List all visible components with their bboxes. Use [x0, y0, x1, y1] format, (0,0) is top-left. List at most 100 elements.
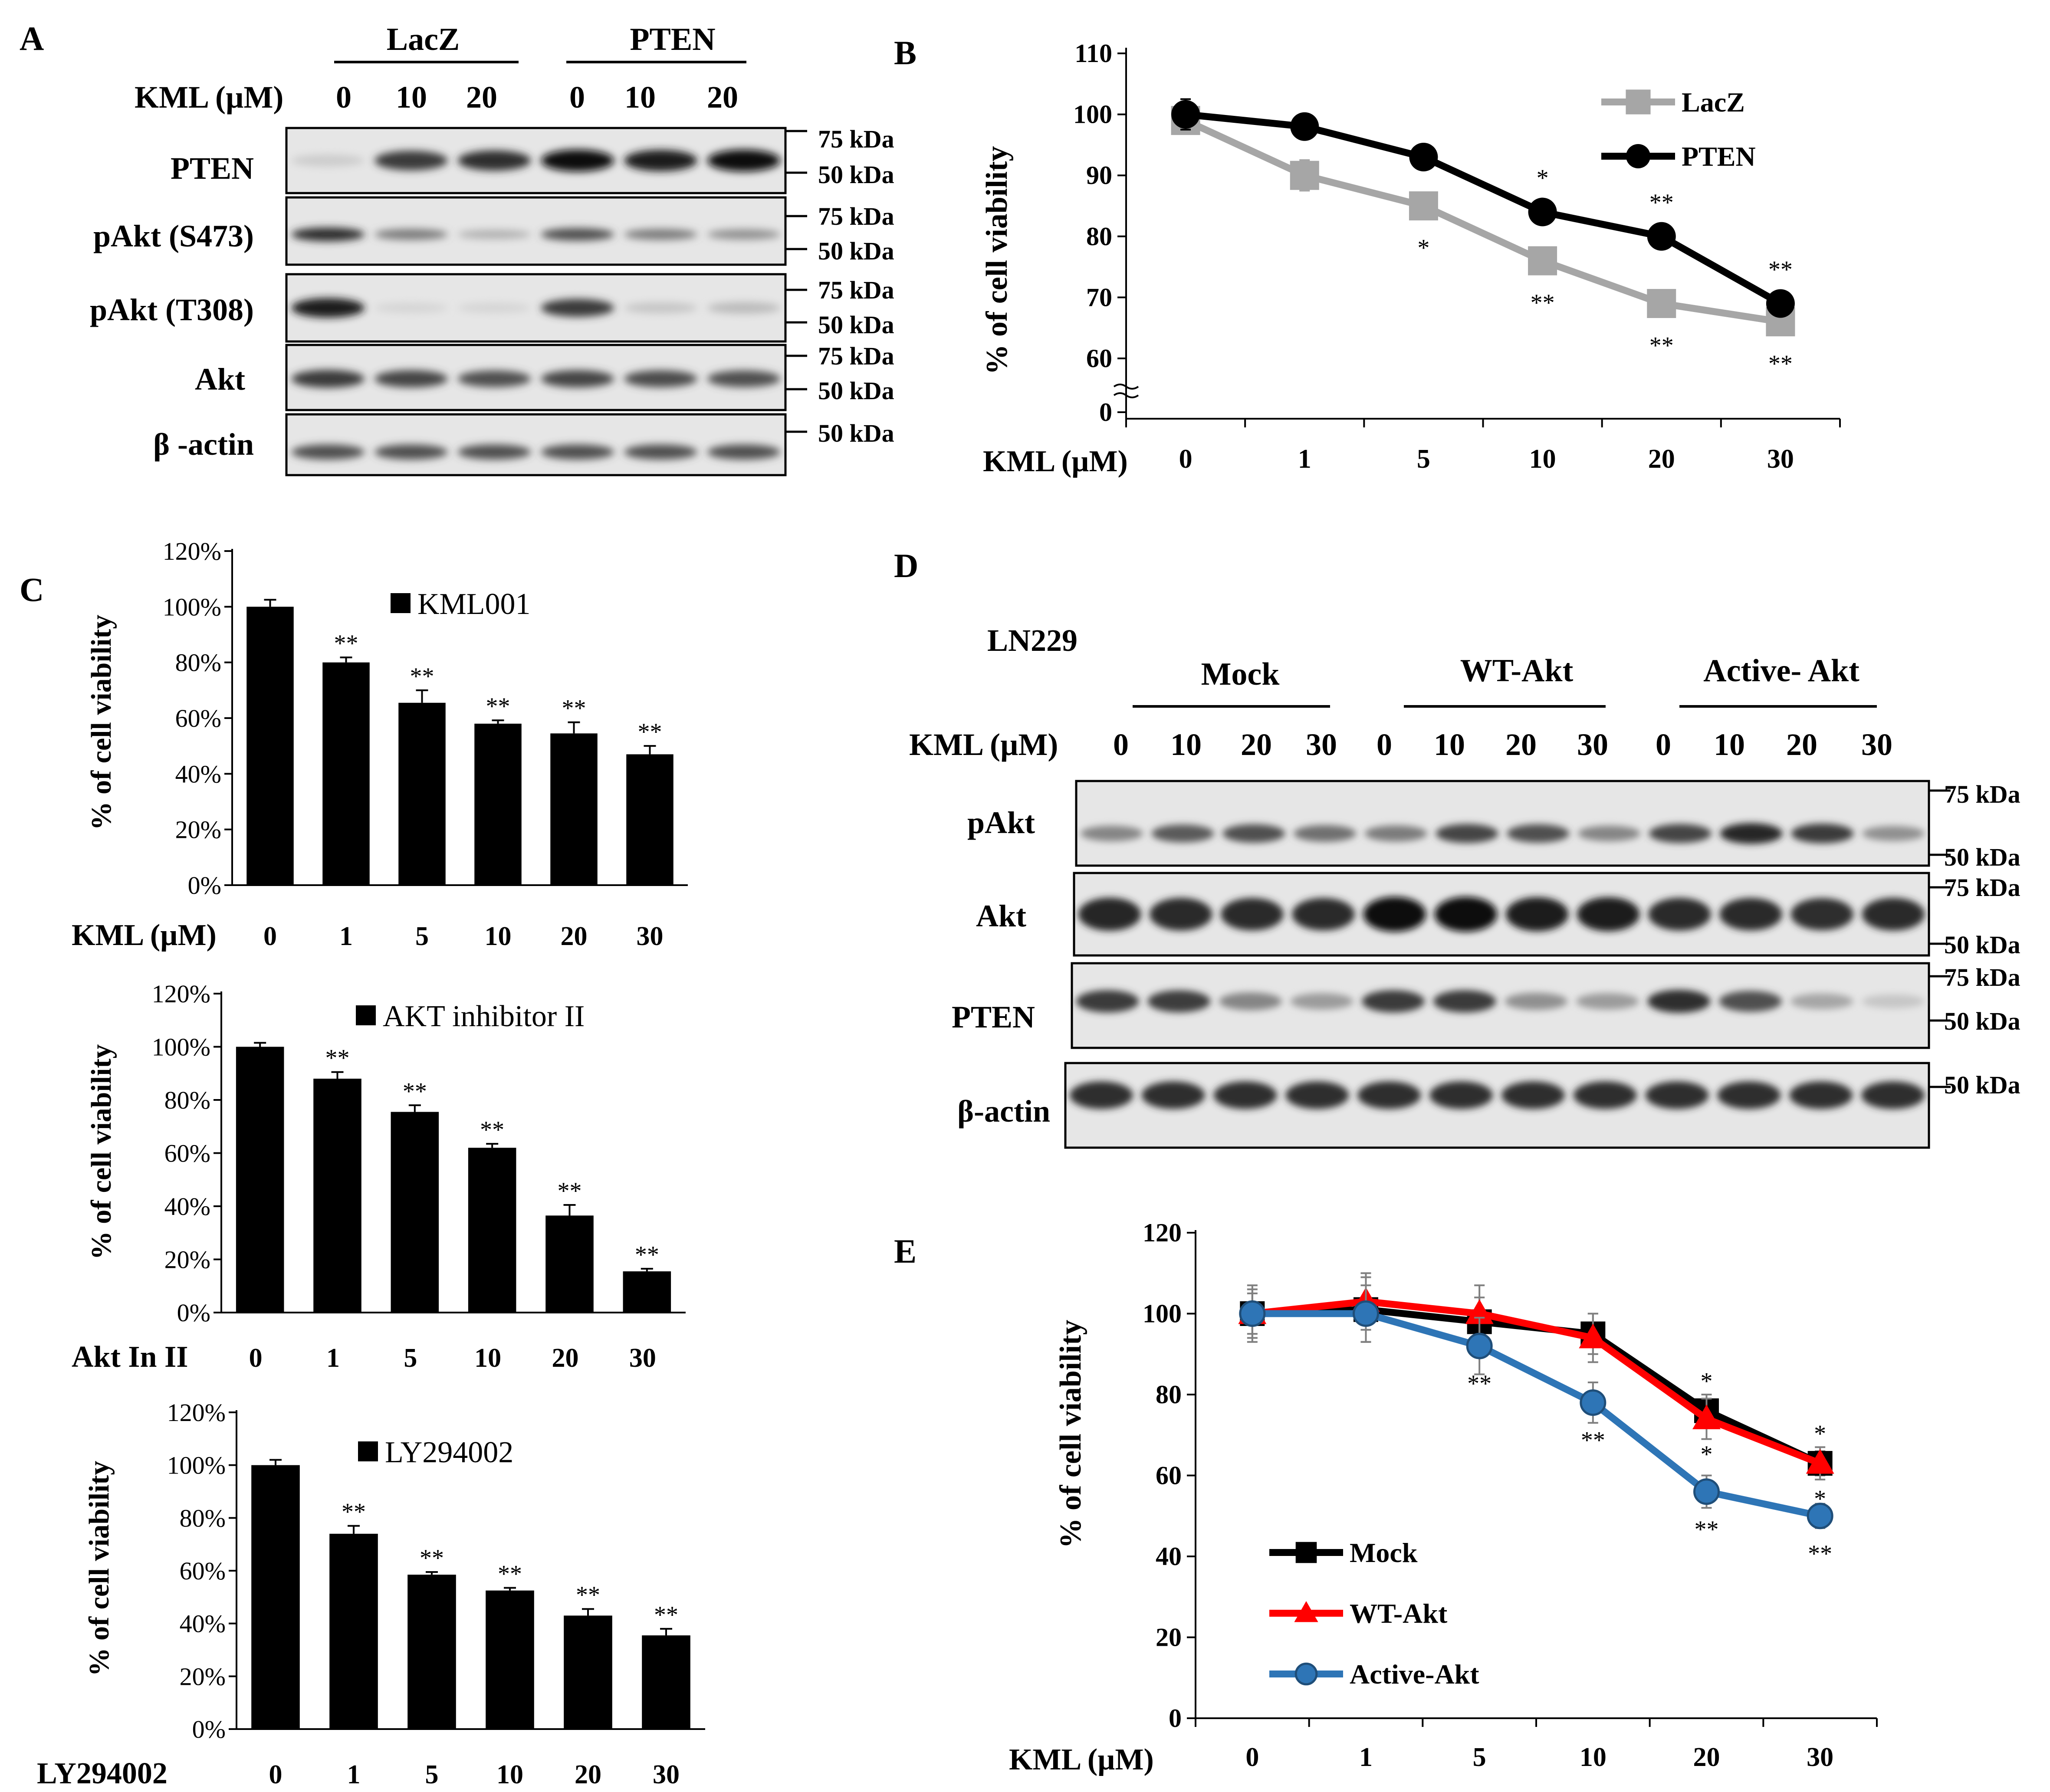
blot-strip	[1073, 872, 1930, 957]
y-tick-label: 0	[1099, 398, 1112, 427]
y-tick-label: 80%	[175, 649, 221, 677]
blot-a-row-label: pAkt (T308)	[90, 292, 254, 327]
y-tick-label: 80	[1156, 1380, 1182, 1409]
panel-letter-a: A	[20, 20, 44, 57]
blot-band	[1150, 898, 1212, 931]
x-tick-label: 0	[269, 1760, 283, 1789]
blot-band	[375, 370, 448, 387]
blot-strip	[1075, 780, 1930, 867]
x-tick-label: 10	[485, 922, 512, 951]
legend-marker	[1294, 1601, 1318, 1622]
x-tick-label: 30	[653, 1760, 680, 1789]
y-axis-title: % of cell viability	[85, 1044, 117, 1260]
blot-d-lane-label: 10	[1170, 727, 1202, 762]
blot-band	[624, 302, 697, 314]
significance-mark: **	[1649, 189, 1674, 216]
blot-band	[1649, 824, 1712, 843]
x-tick-label: 5	[425, 1760, 439, 1789]
blot-a-marker: 50 kDa	[818, 377, 894, 405]
blot-d-marker: 50 kDa	[1944, 843, 2020, 871]
blot-band	[624, 370, 697, 387]
bar	[407, 1575, 456, 1729]
blot-a-marker: 50 kDa	[818, 311, 894, 339]
blot-band	[1862, 994, 1925, 1008]
blot-band	[1648, 898, 1711, 931]
series-line	[1184, 117, 1781, 325]
data-point	[1290, 161, 1319, 190]
blot-band	[541, 149, 614, 172]
series-line	[1252, 1298, 1822, 1467]
legend-marker	[1295, 1542, 1317, 1563]
data-point	[1693, 1478, 1720, 1505]
blot-band	[707, 149, 781, 172]
bar	[642, 1635, 690, 1729]
bar	[391, 1112, 439, 1313]
data-point	[1290, 112, 1319, 141]
blot-band	[1578, 825, 1641, 841]
y-axis-title: % of cell viability	[980, 146, 1014, 375]
blot-band	[1573, 1081, 1637, 1109]
y-tick-label: 120%	[163, 537, 221, 565]
x-axis-title: KML (µM)	[1009, 1743, 1154, 1776]
bar	[623, 1271, 671, 1313]
blot-band	[707, 302, 781, 314]
y-tick-label: 0%	[188, 871, 221, 899]
legend-label: LacZ	[1682, 87, 1745, 118]
significance-mark: **	[1768, 256, 1793, 283]
series-line	[1252, 1306, 1822, 1467]
data-point	[1409, 191, 1438, 220]
y-tick-label: 20	[1156, 1623, 1182, 1652]
blot-a-marker: 50 kDa	[818, 419, 894, 447]
y-tick-label: 60%	[175, 704, 221, 732]
blot-band	[1719, 991, 1782, 1012]
blot-band	[1357, 1081, 1421, 1109]
data-point	[1692, 1404, 1721, 1429]
panel-letter-e: E	[894, 1232, 917, 1270]
y-tick-label: 110	[1074, 39, 1112, 68]
y-tick-label: 40%	[164, 1192, 210, 1221]
blot-band	[1505, 993, 1568, 1010]
blot-band	[457, 370, 531, 387]
blot-band	[1141, 1081, 1205, 1109]
blot-band	[291, 227, 365, 242]
data-point	[1807, 1503, 1833, 1529]
blot-a: LacZ PTEN KML (µM) 0 10 20 0 10 20 PTEN …	[90, 22, 894, 476]
y-tick-label: 40%	[180, 1610, 226, 1638]
blot-d-cell-line: LN229	[987, 623, 1078, 658]
data-point	[1466, 1333, 1493, 1359]
x-tick-label: 0	[249, 1343, 263, 1373]
blot-band	[1292, 898, 1355, 931]
blot-band	[1151, 824, 1214, 843]
x-tick-label: 0	[1179, 444, 1193, 474]
significance-mark: *	[1701, 1368, 1713, 1395]
x-axis-title: KML (µM)	[983, 445, 1128, 478]
data-point	[1465, 1299, 1494, 1324]
panel-letter-b: B	[894, 34, 917, 72]
significance-mark: **	[334, 630, 358, 657]
y-tick-label: 0	[1169, 1704, 1182, 1733]
series-line	[1185, 111, 1782, 307]
legend-swatch	[391, 593, 411, 613]
x-tick-label: 20	[552, 1343, 579, 1373]
legend-label: AKT inhibitor II	[383, 1000, 585, 1033]
x-tick-label: 5	[404, 1343, 417, 1373]
blot-d-lane-label: 10	[1434, 727, 1465, 762]
significance-mark: **	[1581, 1427, 1605, 1454]
blot-d-row-label: PTEN	[952, 1000, 1035, 1034]
chart-c2: 0% 20% 40% 60% 80% 100% 120% 0 ** 1 ** 5 ** 10 ** 20 ** 3…	[72, 980, 686, 1374]
significance-mark: **	[480, 1116, 504, 1143]
blot-a-strips	[285, 127, 807, 476]
significance-mark: *	[1701, 1441, 1713, 1468]
blot-band	[291, 154, 365, 167]
blot-band	[1433, 990, 1496, 1013]
x-tick-label: 30	[637, 922, 664, 951]
significance-mark: **	[638, 719, 662, 745]
significance-mark: **	[498, 1561, 522, 1588]
blot-a-marker: 50 kDa	[818, 237, 894, 265]
blot-band	[1219, 992, 1282, 1011]
blot-strip	[1071, 962, 1930, 1049]
blot-a-row-label: Akt	[195, 362, 245, 397]
significance-mark: **	[1768, 351, 1793, 377]
bar	[626, 754, 673, 885]
